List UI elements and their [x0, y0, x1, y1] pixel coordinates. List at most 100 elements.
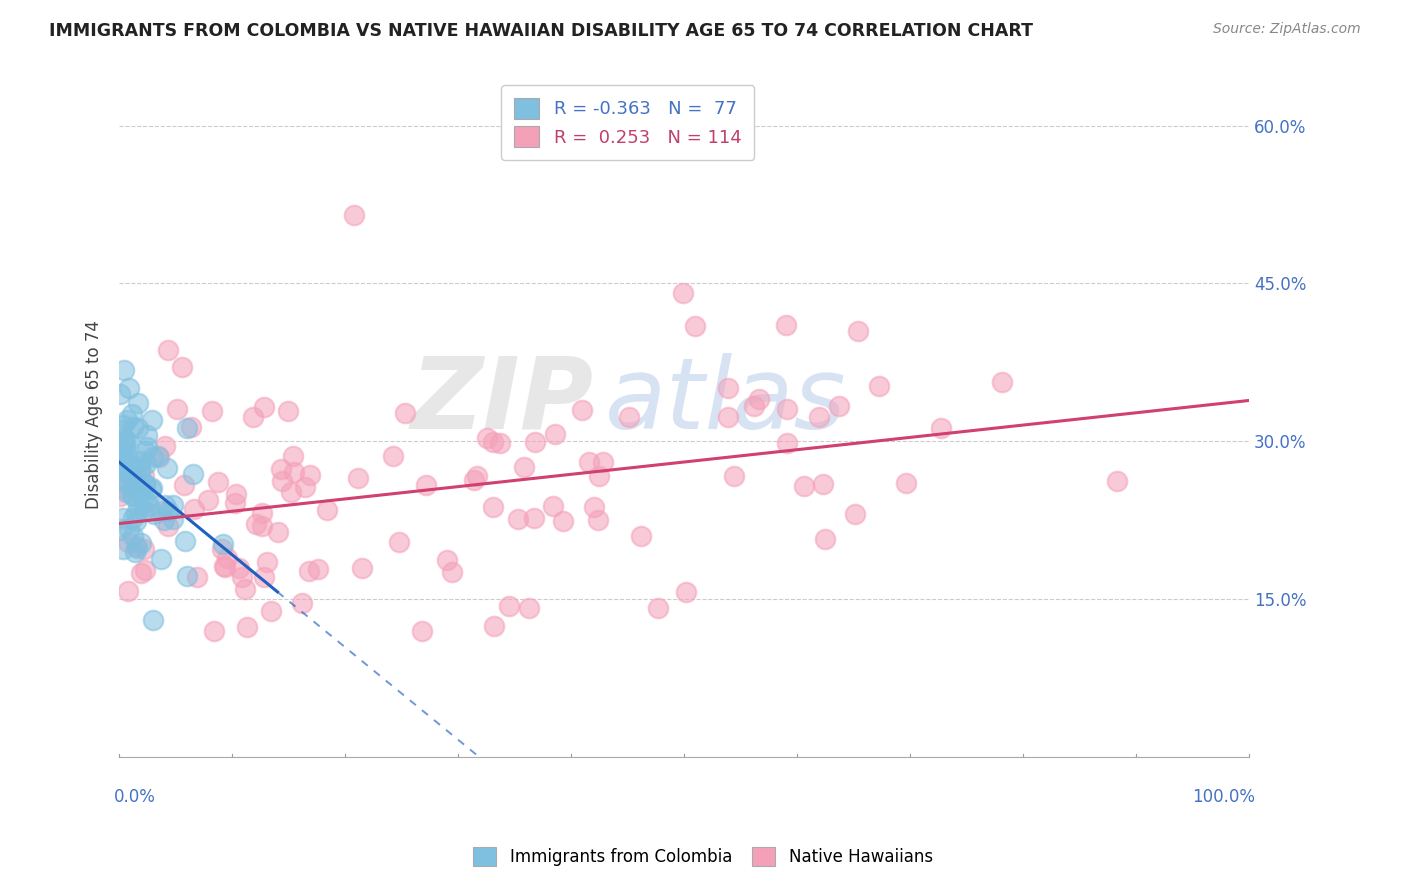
Point	[110, 423, 132, 437]
Text: atlas: atlas	[605, 352, 846, 450]
Point	[162, 512, 184, 526]
Point	[146, 450, 169, 464]
Point	[125, 515, 148, 529]
Point	[683, 319, 706, 334]
Point	[717, 381, 740, 395]
Point	[513, 459, 536, 474]
Point	[114, 434, 136, 449]
Point	[112, 363, 135, 377]
Point	[498, 599, 520, 613]
Point	[112, 458, 135, 473]
Point	[115, 413, 138, 427]
Point	[270, 462, 292, 476]
Point	[270, 474, 292, 488]
Point	[204, 624, 226, 638]
Point	[117, 584, 139, 599]
Point	[723, 469, 745, 483]
Point	[211, 542, 233, 557]
Point	[111, 481, 134, 495]
Point	[307, 562, 329, 576]
Point	[134, 476, 156, 491]
Legend: Immigrants from Colombia, Native Hawaiians: Immigrants from Colombia, Native Hawaiia…	[467, 840, 939, 873]
Point	[253, 400, 276, 414]
Point	[475, 431, 498, 445]
Point	[236, 620, 259, 634]
Point	[143, 507, 166, 521]
Point	[136, 440, 159, 454]
Point	[267, 524, 290, 539]
Point	[578, 454, 600, 468]
Point	[122, 510, 145, 524]
Point	[127, 497, 149, 511]
Point	[117, 448, 139, 462]
Point	[588, 469, 610, 483]
Legend: R = -0.363   N =  77, R =  0.253   N = 114: R = -0.363 N = 77, R = 0.253 N = 114	[502, 86, 754, 160]
Point	[156, 519, 179, 533]
Point	[153, 499, 176, 513]
Point	[214, 560, 236, 574]
Point	[868, 378, 890, 392]
Point	[1105, 475, 1128, 489]
Point	[808, 410, 831, 425]
Point	[127, 396, 149, 410]
Point	[115, 434, 138, 449]
Y-axis label: Disability Age 65 to 74: Disability Age 65 to 74	[86, 320, 103, 509]
Point	[176, 421, 198, 435]
Point	[541, 499, 564, 513]
Point	[672, 285, 695, 300]
Point	[153, 513, 176, 527]
Point	[291, 596, 314, 610]
Point	[544, 427, 567, 442]
Point	[748, 392, 770, 406]
Point	[411, 624, 433, 638]
Point	[242, 410, 264, 425]
Point	[316, 502, 339, 516]
Point	[110, 489, 132, 503]
Point	[129, 536, 152, 550]
Point	[124, 545, 146, 559]
Point	[134, 504, 156, 518]
Point	[215, 550, 238, 565]
Point	[283, 449, 305, 463]
Point	[844, 507, 866, 521]
Point	[294, 480, 316, 494]
Point	[134, 469, 156, 483]
Point	[343, 208, 366, 222]
Point	[482, 434, 505, 449]
Point	[134, 542, 156, 557]
Point	[172, 359, 194, 374]
Point	[619, 409, 641, 424]
Point	[122, 420, 145, 434]
Point	[122, 458, 145, 473]
Point	[827, 399, 849, 413]
Point	[592, 455, 614, 469]
Point	[150, 552, 173, 566]
Point	[256, 555, 278, 569]
Point	[717, 410, 740, 425]
Point	[132, 491, 155, 505]
Point	[110, 455, 132, 469]
Point	[260, 603, 283, 617]
Point	[134, 443, 156, 458]
Point	[352, 561, 374, 575]
Point	[814, 532, 837, 546]
Point	[212, 537, 235, 551]
Point	[277, 404, 299, 418]
Point	[111, 418, 134, 433]
Point	[775, 435, 797, 450]
Point	[793, 478, 815, 492]
Point	[129, 465, 152, 479]
Point	[122, 489, 145, 503]
Point	[212, 559, 235, 574]
Point	[114, 444, 136, 458]
Point	[112, 510, 135, 524]
Point	[347, 471, 370, 485]
Point	[283, 465, 305, 479]
Point	[382, 449, 405, 463]
Point	[141, 481, 163, 495]
Point	[181, 467, 204, 482]
Point	[176, 569, 198, 583]
Point	[571, 402, 593, 417]
Point	[463, 473, 485, 487]
Point	[298, 467, 321, 482]
